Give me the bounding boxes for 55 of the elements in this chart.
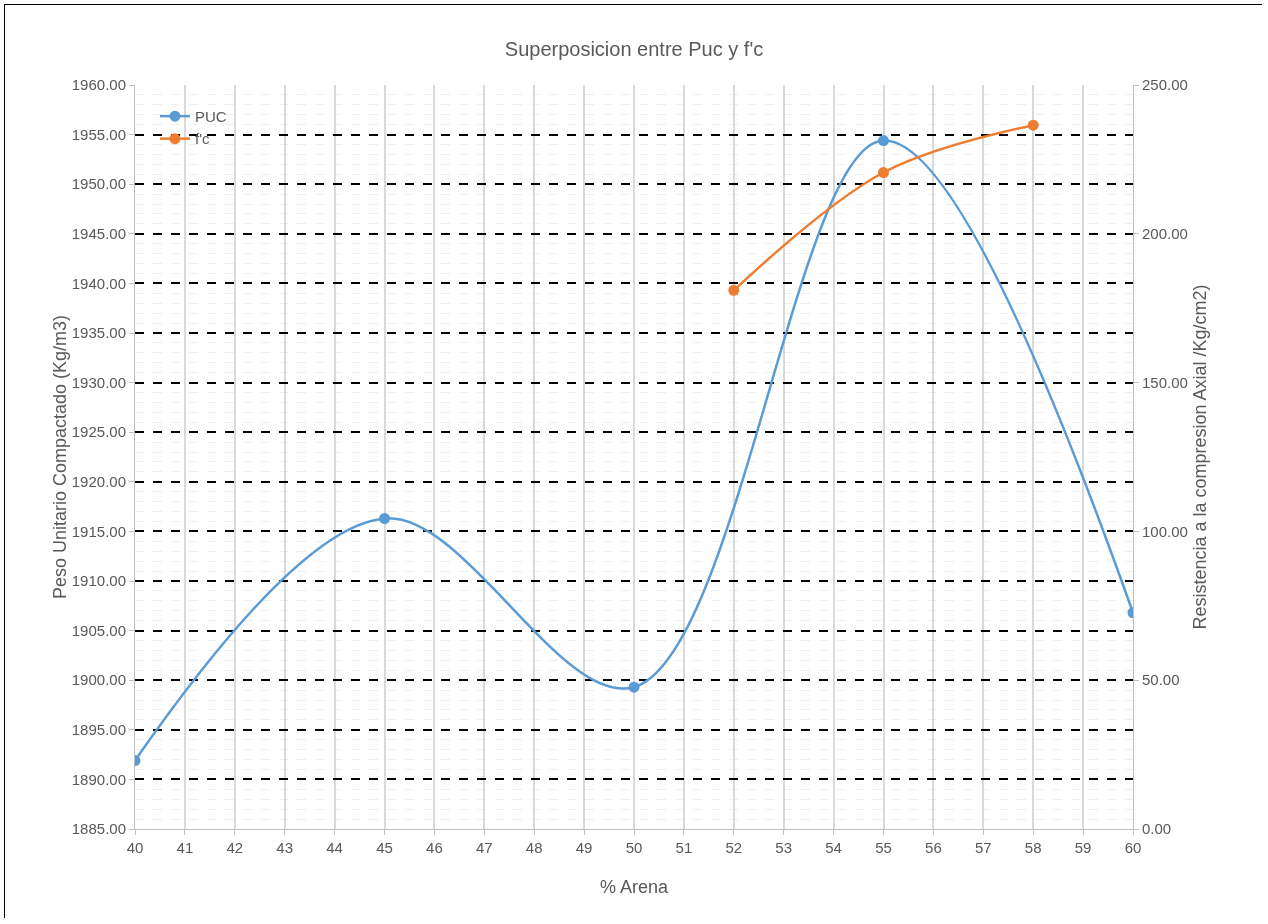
y-axis-title: Peso Unitario Compactado (Kg/m3) bbox=[49, 314, 70, 600]
chart-title: Superposicion entre Puc y f'c bbox=[504, 37, 764, 60]
y-tick-label: 1945.00 bbox=[71, 225, 126, 243]
y-tick-label: 1925.00 bbox=[71, 423, 126, 441]
x-tick-label: 55 bbox=[875, 839, 892, 856]
x-tick-label: 54 bbox=[825, 839, 842, 856]
y-tick-label: 1960.00 bbox=[71, 76, 126, 94]
y-tick-label: 1955.00 bbox=[71, 125, 126, 143]
y2-tick-label: 200.00 bbox=[1142, 225, 1188, 243]
x-tick-label: 46 bbox=[426, 839, 443, 856]
y-tick-label: 1900.00 bbox=[71, 671, 126, 689]
x-tick-label: 47 bbox=[475, 839, 493, 856]
x-tick-label: 57 bbox=[974, 839, 992, 856]
y-tick-label: 1910.00 bbox=[71, 572, 126, 590]
point bbox=[379, 513, 390, 524]
y2-tick-label: 250.00 bbox=[1142, 76, 1188, 94]
legend-label: f'c bbox=[194, 130, 210, 148]
y-tick-label: 1920.00 bbox=[71, 473, 126, 491]
legend-label: PUC bbox=[194, 107, 227, 125]
x-tick-label: 49 bbox=[575, 839, 593, 856]
y2-tick-label: 150.00 bbox=[1142, 373, 1188, 391]
x-tick-label: 41 bbox=[176, 839, 194, 856]
y-tick-label: 1885.00 bbox=[71, 820, 126, 838]
point bbox=[728, 284, 740, 296]
point bbox=[878, 135, 889, 147]
x-tick-label: 59 bbox=[1074, 839, 1092, 856]
x-tick-label: 40 bbox=[126, 839, 144, 856]
x-tick-label: 50 bbox=[625, 839, 643, 856]
y2-axis-title: Resistencia a la compresion Axial /Kg/cm2) bbox=[1189, 284, 1210, 630]
y-tick-label: 1890.00 bbox=[71, 770, 126, 788]
x-tick-label: 48 bbox=[525, 839, 543, 856]
y-tick-label: 1950.00 bbox=[71, 175, 126, 193]
x-tick-label: 42 bbox=[226, 839, 244, 856]
x-tick-label: 51 bbox=[675, 839, 693, 856]
y2-tick-label: 100.00 bbox=[1142, 522, 1188, 540]
y2-tick-label: 50.00 bbox=[1142, 671, 1180, 689]
point bbox=[878, 166, 889, 178]
x-tick-label: 52 bbox=[725, 839, 743, 856]
x-tick-label: 45 bbox=[376, 839, 393, 856]
y-tick-label: 1905.00 bbox=[71, 621, 126, 639]
y2-tick-label: 0.00 bbox=[1142, 820, 1172, 838]
x-tick-label: 44 bbox=[326, 839, 343, 856]
x-tick-label: 60 bbox=[1124, 839, 1142, 856]
x-tick-label: 56 bbox=[925, 839, 942, 856]
x-axis-title: % Arena bbox=[599, 877, 670, 897]
x-tick-label: 43 bbox=[276, 839, 294, 856]
y-tick-label: 1915.00 bbox=[71, 522, 126, 540]
point bbox=[628, 681, 640, 693]
y-tick-label: 1935.00 bbox=[71, 324, 126, 342]
y-tick-label: 1895.00 bbox=[71, 721, 126, 739]
y-tick-label: 1940.00 bbox=[71, 274, 126, 292]
point bbox=[1027, 119, 1039, 131]
x-tick-label: 58 bbox=[1024, 839, 1042, 856]
x-tick-label: 53 bbox=[775, 839, 793, 856]
y-tick-label: 1930.00 bbox=[71, 373, 126, 391]
